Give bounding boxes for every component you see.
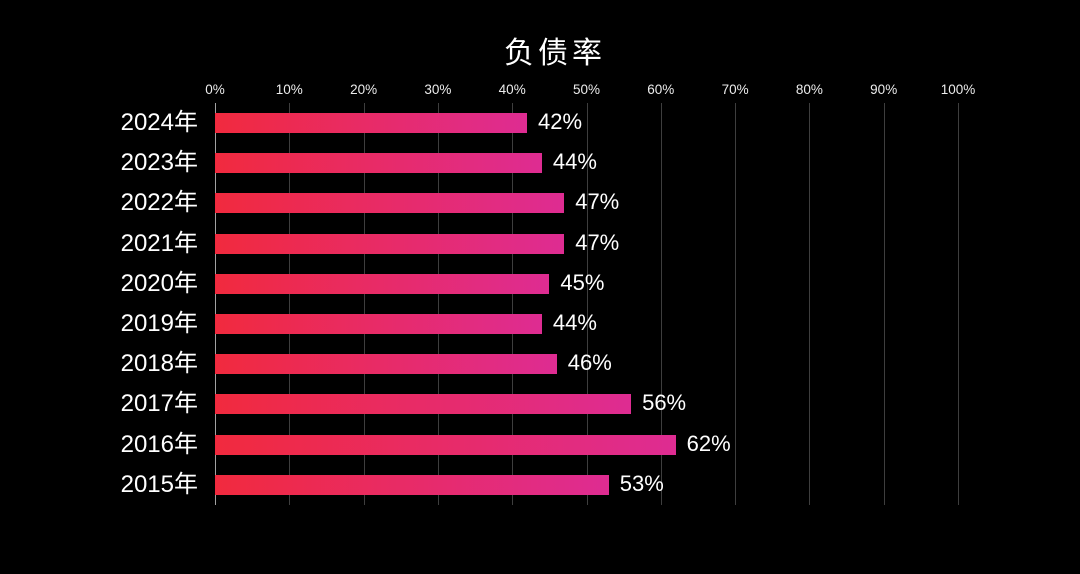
gridline — [660, 103, 662, 505]
gridline — [512, 103, 514, 505]
category-label: 2019年 — [120, 310, 198, 337]
x-axis-tick-label: 40% — [498, 82, 526, 97]
bar-row: 45% — [215, 264, 958, 304]
x-axis-tick-label: 30% — [424, 82, 452, 97]
gridline — [586, 103, 588, 505]
category-label: 2016年 — [120, 430, 198, 458]
x-axis-tick-label: 20% — [350, 82, 378, 97]
value-label: 47% — [575, 189, 620, 215]
category-label: 2020年 — [120, 269, 198, 297]
bar-2015年 — [215, 474, 609, 495]
gridline — [958, 103, 959, 505]
category-label: 2021年 — [120, 229, 198, 257]
value-label: 53% — [619, 470, 664, 496]
bar-row: 42% — [215, 103, 958, 143]
value-label: 45% — [560, 269, 605, 295]
bar-2021年 — [215, 233, 565, 254]
bar-2023年 — [215, 153, 542, 174]
category-label: 2017年 — [120, 390, 198, 418]
value-label: 44% — [552, 310, 597, 336]
gridline — [883, 103, 885, 505]
x-axis-tick-label: 10% — [275, 82, 303, 97]
bar-2018年 — [215, 354, 557, 375]
bar-row: 62% — [215, 425, 958, 465]
x-axis-tick-label: 50% — [572, 82, 601, 97]
category-label: 2022年 — [120, 189, 198, 217]
bar-2020年 — [215, 273, 550, 294]
value-label: 47% — [575, 229, 620, 255]
x-axis-tick-label: 100% — [940, 82, 976, 97]
value-label: 62% — [686, 430, 731, 456]
value-label: 42% — [538, 109, 583, 135]
bar-row: 53% — [215, 465, 958, 505]
gridline — [735, 103, 737, 505]
bar-row: 44% — [215, 304, 958, 344]
bar-2022年 — [215, 193, 565, 214]
value-label: 46% — [567, 350, 612, 376]
category-label: 2018年 — [120, 350, 198, 378]
chart-title: 负债率 — [504, 37, 606, 70]
gridline — [363, 103, 365, 505]
bar-2024年 — [215, 113, 528, 133]
gridline — [809, 103, 811, 505]
bar-row: 47% — [215, 224, 958, 264]
value-label: 44% — [552, 149, 597, 175]
bar-row: 44% — [215, 143, 958, 183]
category-label: 2023年 — [120, 149, 198, 177]
plot-area: 42% 44% 47% 47% 45% 44% 46% 56% 62% 53% — [215, 103, 959, 505]
category-label: 2024年 — [120, 109, 198, 136]
x-axis-tick-label: 60% — [647, 82, 675, 97]
category-label: 2015年 — [120, 470, 198, 498]
x-axis-tick-label: 80% — [795, 82, 823, 97]
bar-row: 46% — [215, 344, 958, 384]
x-axis-tick-label: 0% — [205, 82, 225, 97]
bar-2016年 — [215, 434, 676, 455]
bar-row: 47% — [215, 183, 958, 223]
x-axis-tick-label: 70% — [721, 82, 749, 97]
bar-2019年 — [215, 314, 542, 334]
bar-2017年 — [215, 394, 632, 415]
value-label: 56% — [642, 390, 687, 416]
gridline — [289, 103, 291, 505]
x-axis-tick-label: 90% — [870, 82, 898, 97]
y-axis-line — [215, 103, 216, 505]
bar-row: 56% — [215, 384, 958, 424]
gridline — [437, 103, 439, 505]
